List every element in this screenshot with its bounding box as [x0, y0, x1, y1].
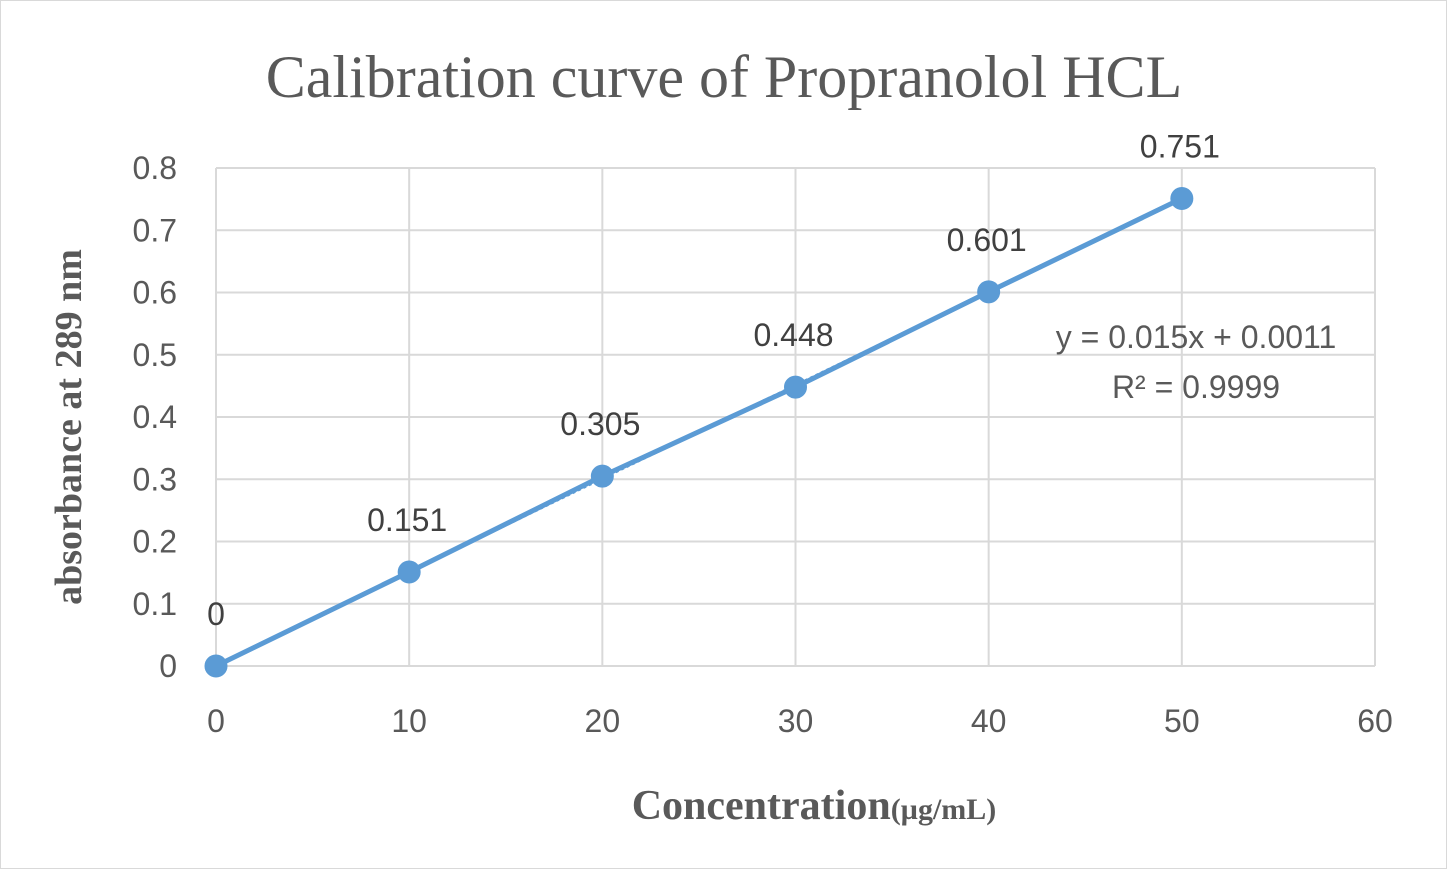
x-tick-label: 60: [1357, 703, 1393, 739]
data-label: 0.151: [367, 502, 447, 538]
y-tick-label: 0.3: [133, 461, 177, 497]
series-line: [213, 196, 1185, 669]
data-label: 0.448: [753, 317, 833, 353]
y-tick-label: 0.5: [133, 337, 177, 373]
x-tick-label: 10: [391, 703, 427, 739]
y-tick-label: 0.2: [133, 524, 177, 560]
data-point: [590, 464, 614, 488]
data-point: [204, 654, 228, 678]
x-tick-label: 30: [778, 703, 814, 739]
data-point: [784, 375, 807, 399]
x-tick-label: 20: [585, 703, 621, 739]
trendline-r-squared: R² = 0.9999: [1112, 369, 1280, 405]
chart-title: Calibration curve of Propranolol HCL: [266, 44, 1182, 110]
x-tick-labels: 0 10 20 30 40 50 60: [207, 703, 1393, 739]
x-axis-title-main: Concentration: [632, 783, 891, 829]
trendline-equation: y = 0.015x + 0.0011: [1056, 319, 1337, 355]
data-label: 0.601: [947, 222, 1027, 258]
y-tick-label: 0.8: [133, 150, 177, 186]
series-group: [204, 187, 1194, 678]
data-point: [397, 560, 421, 584]
data-label: 0.751: [1140, 129, 1220, 165]
x-axis-title-unit: (µg/mL): [891, 793, 997, 826]
x-axis-title: Concentration(µg/mL): [632, 783, 997, 829]
y-tick-label: 0.4: [133, 399, 177, 435]
y-tick-labels: 0 0.1 0.2 0.3 0.4 0.5 0.6 0.7 0.8: [133, 150, 177, 684]
y-tick-label: 0.7: [133, 212, 177, 248]
x-tick-label: 0: [207, 703, 225, 739]
y-tick-label: 0: [159, 648, 177, 684]
x-tick-label: 50: [1164, 703, 1200, 739]
data-point: [977, 280, 1001, 304]
y-axis-title: absorbance at 289 nm: [48, 249, 90, 605]
x-tick-label: 40: [971, 703, 1007, 739]
data-labels: 0 0.151 0.305 0.448 0.601 0.751: [207, 129, 1220, 632]
data-label: 0: [207, 596, 225, 632]
gridlines: [215, 167, 1376, 667]
data-point: [1170, 187, 1194, 211]
y-tick-label: 0.6: [133, 275, 177, 311]
y-tick-label: 0.1: [133, 586, 177, 622]
data-label: 0.305: [560, 406, 640, 442]
